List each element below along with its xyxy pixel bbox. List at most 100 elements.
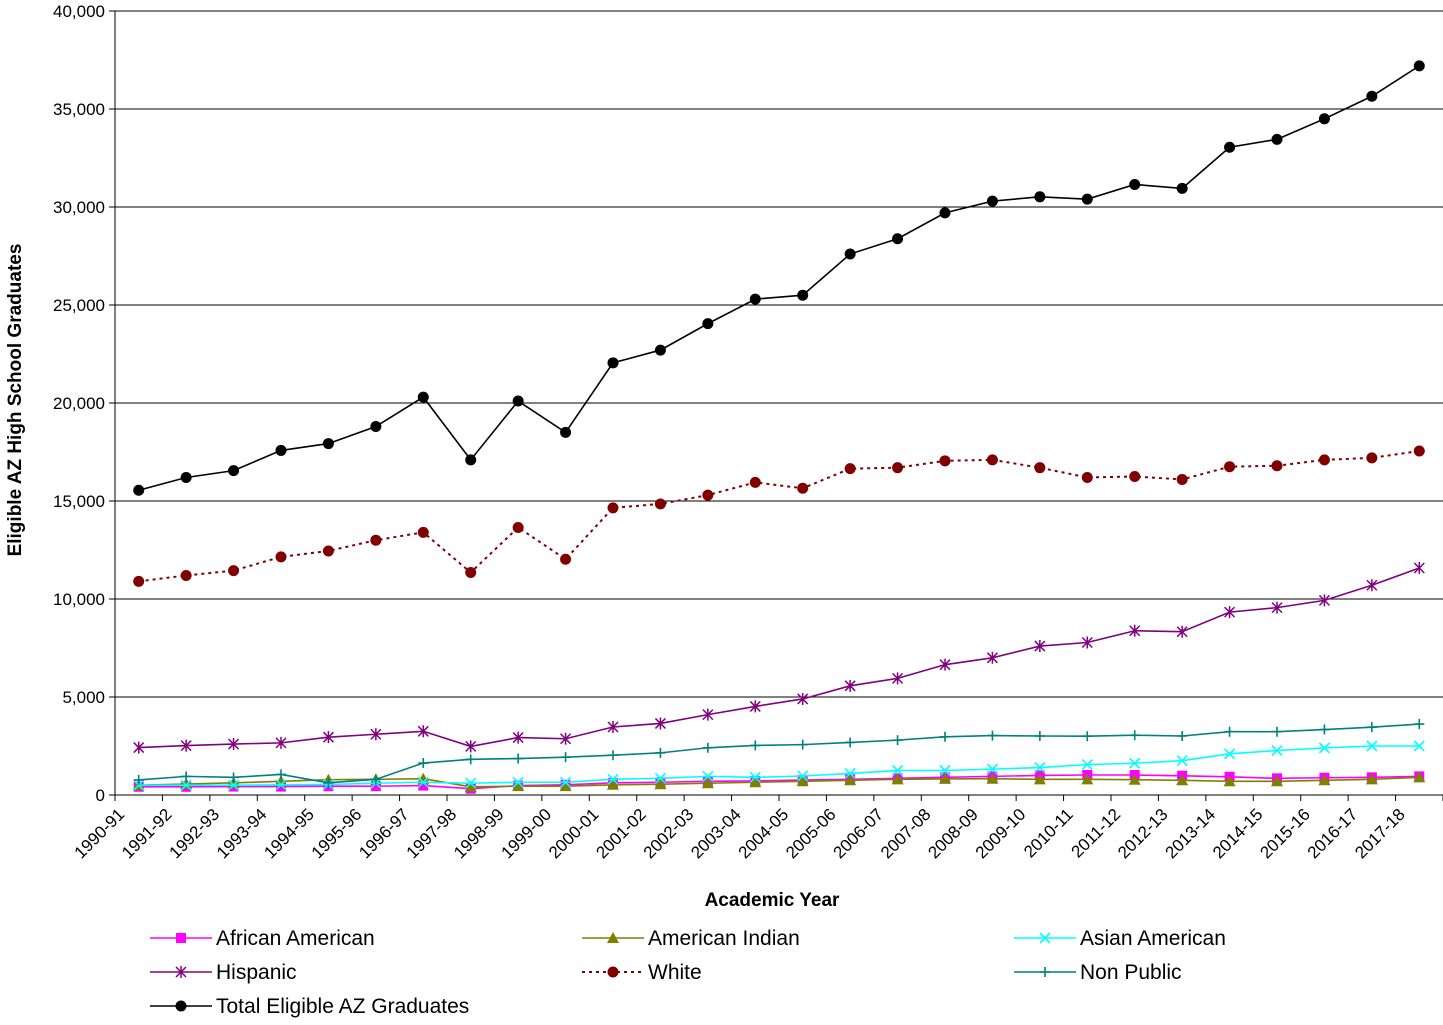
data-point (180, 778, 193, 790)
data-point (370, 781, 381, 792)
data-point (180, 739, 192, 752)
data-point (560, 553, 572, 565)
x-tick-label: 2012-13 (1114, 805, 1172, 863)
data-point (1082, 731, 1093, 742)
data-point (1413, 740, 1425, 752)
data-point (1366, 740, 1378, 752)
legend-item: American Indian (582, 927, 800, 950)
data-point (749, 476, 761, 488)
series-american-indian (132, 771, 1426, 792)
data-point (1366, 722, 1377, 733)
x-tick-label: 2000-01 (545, 805, 603, 863)
data-point (417, 391, 429, 403)
data-point (1081, 773, 1094, 785)
data-point (654, 498, 666, 510)
data-point (1271, 601, 1283, 614)
data-point (1176, 625, 1188, 638)
data-point (418, 758, 429, 769)
data-point (701, 777, 714, 789)
data-point (607, 778, 619, 790)
data-point (750, 740, 761, 751)
data-point (797, 770, 809, 782)
data-point (181, 771, 192, 782)
data-point (797, 739, 808, 750)
x-tick-label: 1998-99 (450, 805, 508, 863)
data-point (796, 775, 809, 787)
legend-marker (607, 966, 619, 978)
series-white (133, 445, 1425, 587)
x-tick-label: 1990-91 (71, 805, 129, 863)
data-point (1081, 193, 1093, 205)
data-point (275, 775, 287, 787)
data-point (417, 526, 429, 538)
y-tick-label: 20,000 (53, 394, 105, 413)
data-point (560, 776, 572, 788)
data-point (797, 692, 809, 705)
data-point (1318, 774, 1331, 786)
data-point (323, 777, 334, 788)
legend-marker (1039, 932, 1051, 944)
data-point (560, 732, 572, 745)
y-tick-label: 5,000 (62, 688, 105, 707)
data-point (1176, 755, 1188, 767)
legend-item: African American (150, 927, 375, 950)
data-point (133, 741, 145, 754)
data-point (891, 773, 904, 785)
data-point (133, 484, 145, 496)
data-point (1413, 771, 1426, 783)
series-line (138, 776, 1420, 788)
data-point (322, 545, 334, 557)
data-point (1271, 744, 1283, 757)
data-point (607, 720, 619, 733)
data-point (702, 489, 714, 501)
x-tick-labels: 1990-911991-921992-931993-941994-951995-… (71, 805, 1409, 863)
data-point (1128, 773, 1141, 785)
data-point (939, 455, 951, 467)
data-point (1366, 579, 1378, 592)
data-point (986, 454, 998, 466)
data-point (228, 779, 240, 791)
data-point (1033, 773, 1046, 785)
data-point (465, 454, 477, 466)
x-tick-label: 1992-93 (166, 805, 224, 863)
data-point (228, 465, 240, 477)
y-tick-label: 40,000 (53, 2, 105, 21)
data-point (1129, 471, 1141, 482)
data-point (180, 779, 192, 791)
legend-label: Total Eligible AZ Graduates (216, 995, 469, 1018)
data-point (607, 773, 619, 785)
y-axis-title: Eligible AZ High School Graduates (5, 244, 26, 557)
data-point (939, 658, 951, 671)
data-point (1034, 191, 1046, 203)
data-point (1272, 726, 1282, 737)
data-point (464, 780, 477, 792)
x-axis-title: Academic Year (705, 890, 840, 911)
data-point (1365, 773, 1378, 785)
data-point (1034, 731, 1045, 742)
legend-label: African American (216, 927, 375, 950)
data-point (1271, 775, 1283, 787)
legend: African American American Indian Asian Ame… (150, 927, 1226, 1018)
data-point (370, 774, 381, 785)
data-point (654, 344, 666, 356)
data-point (1224, 461, 1236, 473)
data-point (417, 776, 429, 788)
data-point (133, 774, 144, 785)
data-point (1366, 90, 1378, 102)
series-lines (132, 60, 1426, 794)
data-point (939, 764, 951, 777)
data-point (560, 426, 572, 438)
data-point (654, 778, 667, 790)
data-point (1081, 636, 1093, 649)
series-line (138, 65, 1420, 491)
data-point (1129, 624, 1141, 637)
legend-marker (175, 1000, 187, 1012)
data-point (275, 736, 287, 749)
data-point (1129, 757, 1141, 769)
legend-label: Hispanic (216, 961, 297, 984)
legend-label: Asian American (1080, 927, 1226, 950)
data-point (845, 737, 856, 748)
data-point (987, 730, 998, 741)
data-point (939, 207, 951, 219)
